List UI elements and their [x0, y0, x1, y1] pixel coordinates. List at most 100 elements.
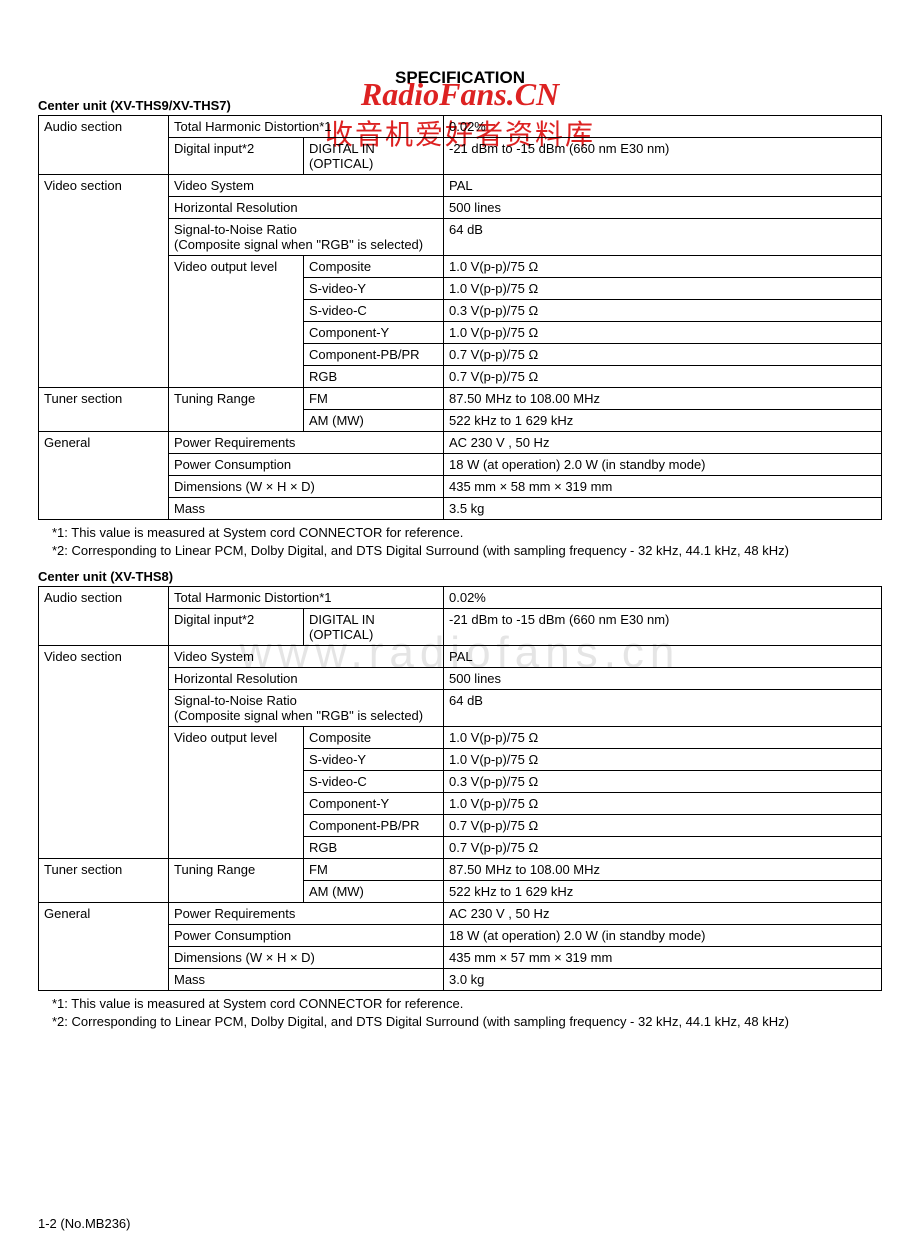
cell: 87.50 MHz to 108.00 MHz	[444, 859, 882, 881]
cell: 0.7 V(p-p)/75 Ω	[444, 344, 882, 366]
cell: Power Consumption	[169, 925, 444, 947]
cell	[39, 454, 169, 476]
page-footer: 1-2 (No.MB236)	[38, 1216, 130, 1231]
cell: Digital input*2	[169, 138, 304, 175]
cell: Component-PB/PR	[304, 815, 444, 837]
cell: FM	[304, 388, 444, 410]
cell	[169, 344, 304, 366]
table-row: RGB 0.7 V(p-p)/75 Ω	[39, 837, 882, 859]
table-row: Signal-to-Noise Ratio (Composite signal …	[39, 219, 882, 256]
cell: RGB	[304, 366, 444, 388]
table-row: Horizontal Resolution 500 lines	[39, 668, 882, 690]
cell: 0.3 V(p-p)/75 Ω	[444, 771, 882, 793]
cell	[169, 837, 304, 859]
spec-table-b: Audio section Total Harmonic Distortion*…	[38, 586, 882, 991]
cell: 3.5 kg	[444, 498, 882, 520]
cell: 500 lines	[444, 668, 882, 690]
table-row: Video output level Composite 1.0 V(p-p)/…	[39, 727, 882, 749]
cell: -21 dBm to -15 dBm (660 nm E30 nm)	[444, 138, 882, 175]
cell: Component-Y	[304, 793, 444, 815]
cell: Component-PB/PR	[304, 344, 444, 366]
cell: 0.7 V(p-p)/75 Ω	[444, 366, 882, 388]
table-row: General Power Requirements AC 230 V , 50…	[39, 903, 882, 925]
cell	[39, 690, 169, 727]
cell	[169, 881, 304, 903]
note-2: *2: Corresponding to Linear PCM, Dolby D…	[52, 542, 882, 560]
page-title: SPECIFICATION	[38, 68, 882, 88]
cell: Signal-to-Noise Ratio (Composite signal …	[169, 690, 444, 727]
cell: Total Harmonic Distortion*1	[169, 116, 444, 138]
cell: 1.0 V(p-p)/75 Ω	[444, 727, 882, 749]
cell: 1.0 V(p-p)/75 Ω	[444, 256, 882, 278]
cell	[39, 410, 169, 432]
table-row: Component-PB/PR 0.7 V(p-p)/75 Ω	[39, 815, 882, 837]
table-row: Dimensions (W × H × D) 435 mm × 58 mm × …	[39, 476, 882, 498]
cell: Signal-to-Noise Ratio (Composite signal …	[169, 219, 444, 256]
cell	[39, 668, 169, 690]
cell: Video System	[169, 646, 444, 668]
table-row: Tuner section Tuning Range FM 87.50 MHz …	[39, 859, 882, 881]
cell: -21 dBm to -15 dBm (660 nm E30 nm)	[444, 609, 882, 646]
cell	[39, 300, 169, 322]
cell	[39, 609, 169, 646]
cell-line: (Composite signal when "RGB" is selected…	[174, 237, 423, 252]
cell: 0.7 V(p-p)/75 Ω	[444, 837, 882, 859]
table-row: Signal-to-Noise Ratio (Composite signal …	[39, 690, 882, 727]
cell: 522 kHz to 1 629 kHz	[444, 410, 882, 432]
cell	[39, 925, 169, 947]
note-1: *1: This value is measured at System cor…	[52, 524, 882, 542]
cell: AM (MW)	[304, 881, 444, 903]
cell: Composite	[304, 727, 444, 749]
table-row: AM (MW) 522 kHz to 1 629 kHz	[39, 410, 882, 432]
cell: AM (MW)	[304, 410, 444, 432]
cell: Component-Y	[304, 322, 444, 344]
cell: 87.50 MHz to 108.00 MHz	[444, 388, 882, 410]
cell: 0.02%	[444, 587, 882, 609]
table-row: Mass 3.0 kg	[39, 969, 882, 991]
cell: Mass	[169, 969, 444, 991]
cell: Mass	[169, 498, 444, 520]
cell: PAL	[444, 646, 882, 668]
cell	[39, 771, 169, 793]
cell: Video section	[39, 646, 169, 668]
cell	[169, 366, 304, 388]
cell: Video output level	[169, 256, 304, 278]
cell: S-video-Y	[304, 278, 444, 300]
table-row: General Power Requirements AC 230 V , 50…	[39, 432, 882, 454]
cell-line: Signal-to-Noise Ratio	[174, 222, 297, 237]
cell: Video System	[169, 175, 444, 197]
cell	[39, 366, 169, 388]
cell: FM	[304, 859, 444, 881]
cell: RGB	[304, 837, 444, 859]
table-row: Video section Video System PAL	[39, 646, 882, 668]
cell: Horizontal Resolution	[169, 197, 444, 219]
cell	[39, 727, 169, 749]
cell: 435 mm × 58 mm × 319 mm	[444, 476, 882, 498]
table-row: Audio section Total Harmonic Distortion*…	[39, 587, 882, 609]
table-row: S-video-C 0.3 V(p-p)/75 Ω	[39, 300, 882, 322]
cell: DIGITAL IN (OPTICAL)	[304, 609, 444, 646]
cell: General	[39, 903, 169, 925]
cell: 1.0 V(p-p)/75 Ω	[444, 322, 882, 344]
table-a-title: Center unit (XV-THS9/XV-THS7)	[38, 98, 882, 113]
cell: Tuning Range	[169, 388, 304, 410]
cell	[169, 322, 304, 344]
cell: 18 W (at operation) 2.0 W (in standby mo…	[444, 454, 882, 476]
cell: 0.02%	[444, 116, 882, 138]
cell: Tuner section	[39, 388, 169, 410]
cell	[39, 138, 169, 175]
table-row: Power Consumption 18 W (at operation) 2.…	[39, 925, 882, 947]
cell: AC 230 V , 50 Hz	[444, 903, 882, 925]
note-2: *2: Corresponding to Linear PCM, Dolby D…	[52, 1013, 882, 1031]
cell: Video section	[39, 175, 169, 197]
cell: DIGITAL IN (OPTICAL)	[304, 138, 444, 175]
table-row: Digital input*2 DIGITAL IN (OPTICAL) -21…	[39, 138, 882, 175]
cell: Tuner section	[39, 859, 169, 881]
table-row: Horizontal Resolution 500 lines	[39, 197, 882, 219]
cell: Digital input*2	[169, 609, 304, 646]
cell	[39, 947, 169, 969]
cell	[39, 749, 169, 771]
notes-b: *1: This value is measured at System cor…	[52, 995, 882, 1030]
cell	[39, 344, 169, 366]
cell	[169, 749, 304, 771]
